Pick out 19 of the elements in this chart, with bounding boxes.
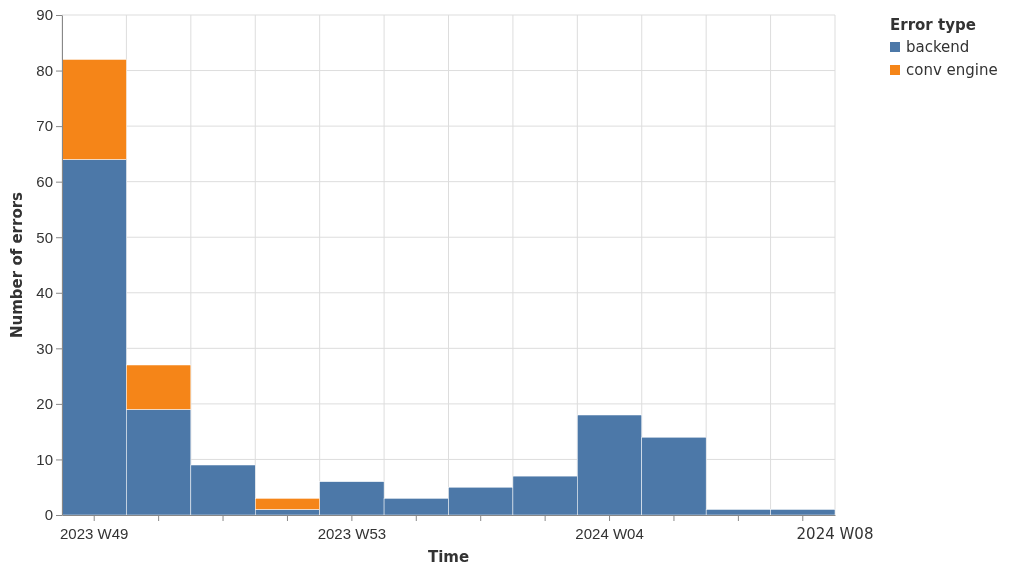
y-tick-label: 80	[36, 61, 53, 79]
y-tick-label: 20	[36, 395, 53, 413]
x-tick-label: 2023 W53	[317, 525, 387, 542]
y-tick-label: 70	[36, 117, 53, 135]
y-axis-title: Number of errors	[8, 191, 26, 339]
x-axis-title: Time	[427, 548, 470, 566]
legend-label: conv engine	[906, 61, 998, 79]
x-tick-label: 2023 W49	[60, 525, 129, 542]
y-tick-label: 60	[36, 172, 53, 190]
legend-title: Error type	[890, 16, 976, 34]
y-tick-label: 30	[36, 339, 53, 357]
y-tick-label: 10	[36, 450, 53, 468]
y-tick-label: 0	[44, 506, 53, 524]
text: 2024 W08	[796, 525, 874, 543]
y-tick-label: 90	[36, 6, 53, 24]
y-tick-label: 40	[36, 284, 53, 302]
legend-label: backend	[906, 38, 970, 56]
y-tick-label: 50	[36, 228, 53, 246]
x-tick-label: 2024 W04	[575, 525, 644, 542]
